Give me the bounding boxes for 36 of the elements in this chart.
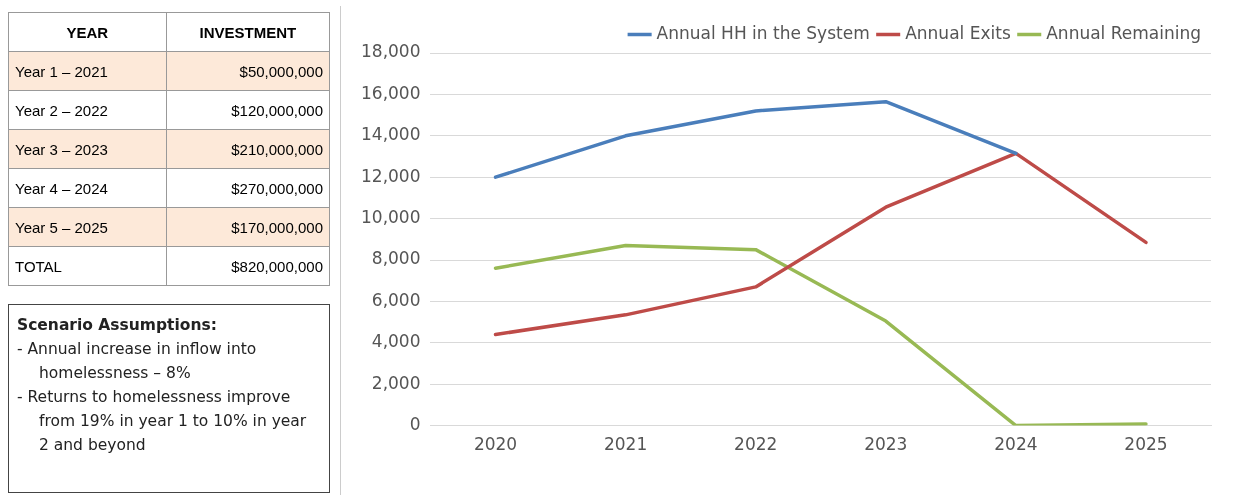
y-tick-label: 6,000	[371, 289, 421, 310]
text: - Annual increase in inflow into homelessness – 8%	[17, 339, 258, 384]
category-label: Year 5 – 2025	[8, 207, 167, 247]
category-label: Year 2 – 2022	[8, 90, 167, 130]
y-tick-label: 16,000	[361, 82, 421, 103]
y-tick-label: 0	[409, 414, 421, 435]
y-tick-label: 14,000	[361, 124, 421, 145]
x-tick-label: 2022	[734, 434, 778, 455]
category-label: Year 1 – 2021	[8, 51, 167, 91]
y-tick-label: 18,000	[361, 41, 421, 62]
text: INVESTMENT	[166, 12, 330, 52]
text: $120,000,000	[231, 101, 323, 119]
x-tick-label: 2021	[603, 434, 648, 455]
legend-label: Annual HH in the System	[656, 22, 870, 43]
text: $820,000,000	[231, 257, 323, 275]
text: - Returns to homelessness improve from 19% in year 1 to 10% in year 2 and beyond	[17, 387, 308, 456]
category-label: Year 4 – 2024	[8, 168, 167, 208]
text: Scenario Assumptions:	[17, 315, 218, 336]
x-tick-label: 2025	[1124, 434, 1168, 455]
y-tick-label: 8,000	[371, 248, 421, 269]
category-label: TOTAL	[8, 246, 167, 286]
text: $210,000,000	[231, 140, 323, 158]
x-tick-label: 2020	[473, 434, 518, 455]
y-tick-label: 2,000	[371, 372, 421, 393]
y-tick-label: 4,000	[371, 331, 421, 352]
text: YEAR	[8, 12, 167, 52]
text: $170,000,000	[231, 218, 323, 236]
text: $270,000,000	[231, 179, 323, 197]
y-tick-label: 12,000	[361, 165, 421, 186]
category-label: Year 3 – 2023	[8, 129, 167, 169]
x-tick-label: 2023	[864, 434, 908, 455]
x-tick-label: 2024	[994, 434, 1038, 455]
text: $50,000,000	[239, 62, 323, 80]
legend-label: Annual Exits	[905, 22, 1011, 43]
legend-label: Annual Remaining	[1046, 22, 1202, 43]
y-tick-label: 10,000	[361, 207, 421, 228]
